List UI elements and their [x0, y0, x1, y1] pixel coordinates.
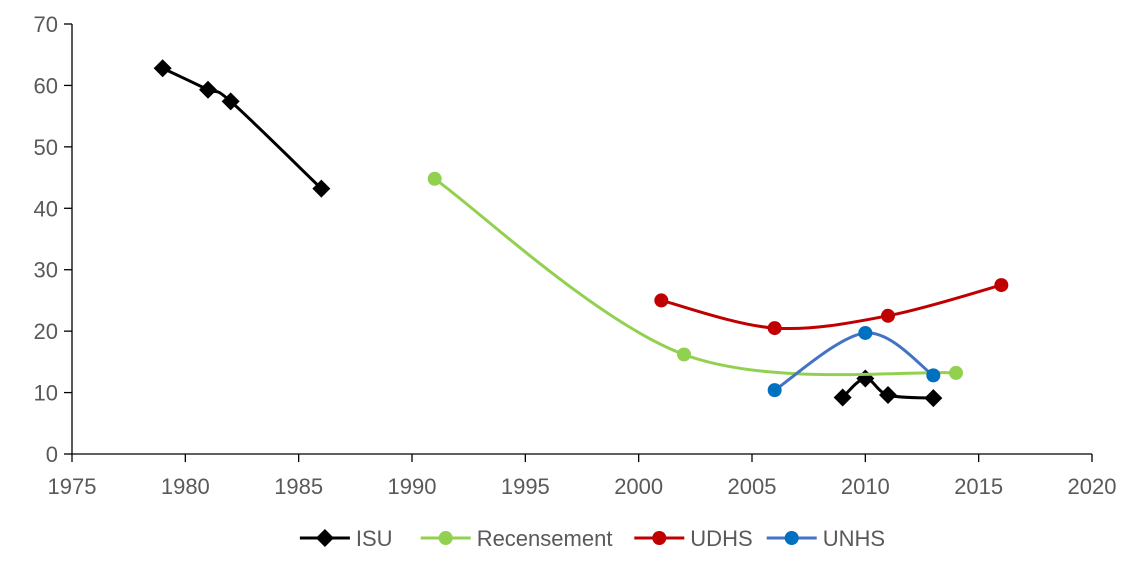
data-point-isu [924, 389, 943, 408]
y-tick-label: 70 [34, 12, 58, 37]
series-line-udhs [659, 283, 1003, 331]
legend: ISU Recensement UDHS UNHS [299, 526, 885, 551]
x-tick-label: 1985 [274, 474, 323, 499]
data-point-recensement [427, 171, 442, 186]
legend-swatch-marker [315, 529, 334, 547]
legend-label: UDHS [690, 526, 752, 551]
series-line-recensement [433, 177, 958, 377]
data-point-isu [856, 369, 875, 388]
legend-label: ISU [356, 526, 393, 551]
series-recensement [427, 171, 963, 380]
data-point-udhs [767, 321, 782, 336]
y-tick-label: 40 [34, 196, 58, 221]
x-tick-label: 1980 [161, 474, 210, 499]
x-tick-label: 1990 [388, 474, 437, 499]
data-point-isu [153, 59, 172, 78]
y-tick-label: 10 [34, 381, 58, 406]
y-tick-label: 50 [34, 135, 58, 160]
legend-swatch-marker [784, 531, 799, 545]
y-tick-label: 0 [46, 442, 58, 467]
data-point-udhs [654, 293, 669, 308]
series-line-isu [841, 376, 935, 400]
x-tick-label: 2000 [614, 474, 663, 499]
data-point-isu [221, 92, 240, 111]
y-tick-label: 30 [34, 258, 58, 283]
legend-item-isu: ISU [299, 526, 393, 551]
data-point-isu [312, 179, 331, 198]
data-point-recensement [677, 347, 691, 362]
data-point-isu [199, 80, 217, 99]
legend-swatch-marker [652, 531, 667, 545]
x-tick-label: 2015 [954, 474, 1003, 499]
series-udhs [654, 278, 1009, 336]
series-isu [153, 59, 943, 408]
x-tick-label: 2020 [1068, 474, 1117, 499]
y-tick-label: 20 [34, 319, 58, 344]
series-layer [153, 59, 1009, 408]
series-unhs [767, 325, 941, 398]
data-point-udhs [994, 278, 1009, 293]
data-point-isu [833, 388, 852, 407]
x-tick-label: 1995 [501, 474, 550, 499]
y-axis-ticks: 0 10 20 30 40 50 60 70 [34, 12, 72, 467]
legend-label: UNHS [823, 526, 885, 551]
legend-item-unhs: UNHS [766, 526, 885, 551]
x-tick-label: 2010 [841, 474, 890, 499]
data-point-unhs [926, 368, 941, 383]
legend-label: Recensement [477, 526, 613, 551]
legend-item-recensement: Recensement [420, 526, 613, 551]
x-tick-label: 2005 [728, 474, 777, 499]
legend-swatch-marker [438, 531, 453, 545]
x-tick-label: 1975 [48, 474, 97, 499]
data-point-isu [879, 386, 897, 405]
legend-item-udhs: UDHS [634, 526, 753, 551]
data-point-udhs [881, 308, 895, 323]
data-point-recensement [949, 365, 963, 380]
series-line-isu [161, 66, 323, 191]
plot-area: 1975 1980 1985 1990 1995 2000 2005 2010 2015 2020… [34, 12, 1117, 499]
x-axis-ticks: 1975 1980 1985 1990 1995 2000 2005 2010 2015 2020 [48, 454, 1117, 499]
data-point-unhs [767, 383, 782, 398]
data-point-unhs [858, 325, 873, 340]
y-tick-label: 60 [34, 73, 58, 98]
series-line-unhs [773, 331, 935, 392]
